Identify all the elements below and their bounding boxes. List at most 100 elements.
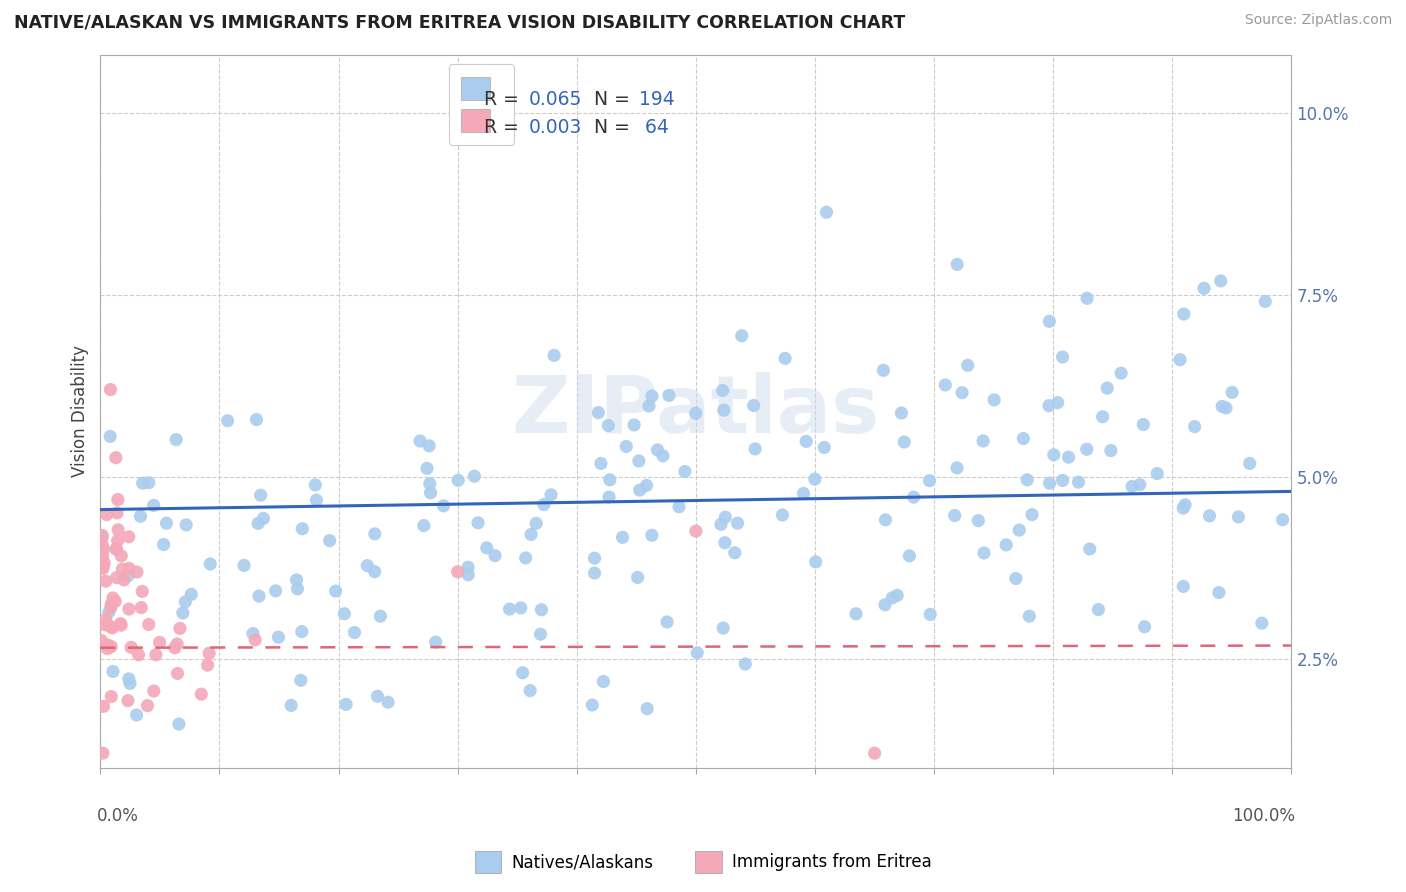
Point bbox=[233, 558, 256, 573]
Point bbox=[815, 205, 838, 219]
Point bbox=[1038, 314, 1060, 328]
Point bbox=[93, 556, 115, 570]
Point bbox=[432, 499, 454, 513]
Point bbox=[467, 516, 489, 530]
Point bbox=[93, 542, 115, 557]
Point bbox=[714, 535, 737, 549]
Text: ZIPatlas: ZIPatlas bbox=[512, 373, 880, 450]
Point bbox=[1133, 620, 1156, 634]
Point bbox=[863, 746, 886, 760]
Point bbox=[903, 490, 925, 504]
Legend: Natives/Alaskans, Immigrants from Eritrea: Natives/Alaskans, Immigrants from Eritre… bbox=[468, 845, 938, 880]
Point bbox=[98, 619, 121, 633]
Point bbox=[668, 500, 690, 514]
Point bbox=[1271, 513, 1294, 527]
Point bbox=[588, 406, 610, 420]
Point bbox=[105, 571, 128, 585]
Point bbox=[91, 746, 114, 760]
Point bbox=[886, 588, 908, 602]
Point bbox=[1184, 419, 1206, 434]
Point bbox=[105, 542, 128, 557]
Point bbox=[110, 616, 132, 631]
Point bbox=[96, 508, 118, 522]
Point bbox=[983, 392, 1005, 407]
Point bbox=[627, 454, 650, 468]
Point bbox=[873, 598, 896, 612]
Point bbox=[100, 600, 122, 615]
Point bbox=[636, 701, 658, 715]
Point bbox=[1121, 479, 1143, 493]
Point bbox=[167, 717, 190, 731]
Point bbox=[1250, 616, 1272, 631]
Text: N =: N = bbox=[582, 90, 636, 109]
Point bbox=[731, 328, 754, 343]
Point bbox=[91, 549, 114, 563]
Point bbox=[419, 485, 441, 500]
Point bbox=[463, 469, 485, 483]
Point bbox=[111, 562, 134, 576]
Point bbox=[166, 666, 188, 681]
Point bbox=[136, 698, 159, 713]
Point bbox=[190, 687, 212, 701]
Point bbox=[247, 589, 270, 603]
Legend: , : , bbox=[449, 64, 513, 145]
Point bbox=[1173, 501, 1195, 516]
Point bbox=[117, 693, 139, 707]
Point bbox=[711, 384, 734, 398]
Point bbox=[416, 461, 439, 475]
Point bbox=[1173, 579, 1195, 593]
Point bbox=[1087, 602, 1109, 616]
Point bbox=[138, 475, 160, 490]
Point bbox=[101, 665, 124, 679]
Point bbox=[110, 618, 132, 632]
Point bbox=[647, 442, 669, 457]
Point bbox=[967, 514, 990, 528]
Point bbox=[1239, 457, 1261, 471]
Point bbox=[197, 658, 219, 673]
Point bbox=[612, 530, 634, 544]
Point bbox=[1067, 475, 1090, 490]
Point bbox=[484, 549, 506, 563]
Point bbox=[1174, 498, 1197, 512]
Point bbox=[734, 657, 756, 671]
Point bbox=[1254, 294, 1277, 309]
Point bbox=[893, 435, 915, 450]
Point bbox=[149, 635, 172, 649]
Point bbox=[290, 673, 312, 688]
Point bbox=[950, 385, 973, 400]
Point bbox=[91, 559, 114, 574]
Point bbox=[972, 434, 994, 448]
Point bbox=[169, 621, 191, 635]
Point bbox=[655, 615, 678, 629]
Point bbox=[304, 478, 326, 492]
Point bbox=[200, 557, 222, 571]
Point bbox=[105, 541, 128, 556]
Point bbox=[1220, 385, 1243, 400]
Point bbox=[174, 517, 197, 532]
Point bbox=[890, 406, 912, 420]
Point bbox=[685, 406, 707, 420]
Point bbox=[343, 625, 366, 640]
Point bbox=[875, 513, 897, 527]
Point bbox=[125, 708, 148, 723]
Point bbox=[129, 600, 152, 615]
Point bbox=[1192, 281, 1215, 295]
Point bbox=[291, 624, 314, 639]
Point bbox=[118, 530, 141, 544]
Point bbox=[457, 560, 479, 574]
Point bbox=[792, 486, 814, 500]
Point bbox=[946, 257, 969, 271]
Point bbox=[198, 646, 221, 660]
Point bbox=[96, 641, 118, 656]
Point bbox=[155, 516, 177, 531]
Point bbox=[101, 621, 124, 635]
Point bbox=[101, 591, 124, 605]
Point bbox=[773, 351, 796, 366]
Point bbox=[291, 522, 314, 536]
Point bbox=[627, 570, 650, 584]
Point bbox=[91, 530, 114, 544]
Point bbox=[285, 573, 308, 587]
Text: R =: R = bbox=[484, 119, 524, 137]
Point bbox=[1109, 366, 1132, 380]
Point bbox=[267, 630, 290, 644]
